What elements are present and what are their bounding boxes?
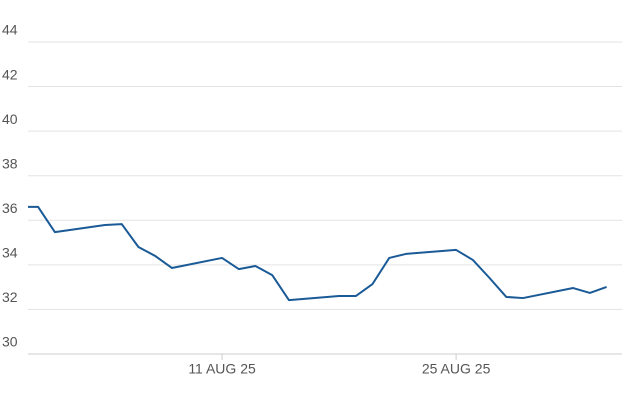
y-tick-label: 42: [2, 66, 18, 82]
y-tick-label: 44: [2, 22, 18, 38]
y-tick-label: 40: [2, 111, 18, 127]
y-tick-label: 32: [2, 289, 18, 305]
line: [28, 205, 607, 302]
y-tick-label: 30: [2, 334, 18, 350]
y-tick-label: 36: [2, 200, 18, 216]
x-tick-label: 11 AUG 25: [188, 361, 256, 377]
y-tick-label: 38: [2, 155, 18, 171]
y-tick-label: 34: [2, 245, 18, 261]
x-tick-label: 25 AUG 25: [422, 361, 491, 377]
